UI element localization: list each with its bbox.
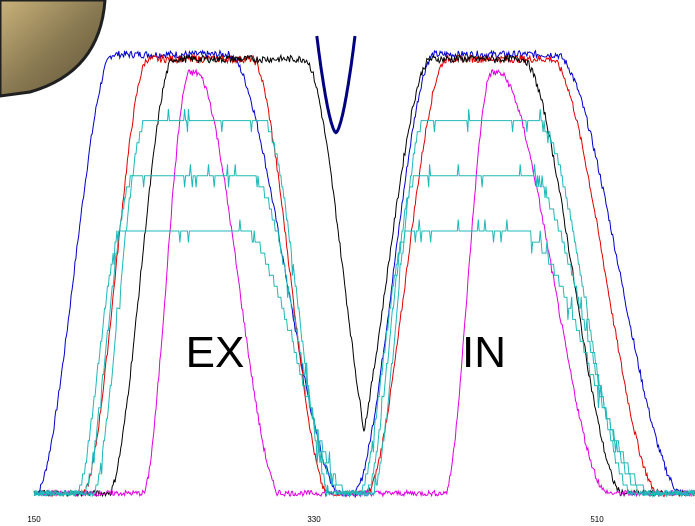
series-line-cyan-6 bbox=[33, 219, 695, 498]
x-tick-label-150: 150 bbox=[27, 515, 41, 524]
annotation-ex: EX bbox=[186, 328, 245, 377]
x-tick-label-510: 510 bbox=[590, 515, 604, 524]
x-axis: 150 330 510 bbox=[27, 515, 604, 524]
labels-layer: EX IN bbox=[186, 328, 506, 377]
series-line-cyan-4 bbox=[33, 109, 695, 498]
overlay-layer bbox=[315, 35, 357, 135]
series-line-magenta-3 bbox=[33, 68, 695, 498]
series-layer bbox=[33, 49, 695, 498]
x-tick-label-330: 330 bbox=[307, 515, 321, 524]
series-line-cyan-5 bbox=[33, 164, 695, 498]
series-line-black-2 bbox=[33, 53, 695, 498]
overlay-curve bbox=[315, 35, 357, 135]
inset-photo bbox=[0, 0, 107, 98]
decorations bbox=[0, 0, 107, 98]
annotation-in: IN bbox=[462, 328, 506, 377]
series-line-blue-0 bbox=[33, 49, 695, 498]
